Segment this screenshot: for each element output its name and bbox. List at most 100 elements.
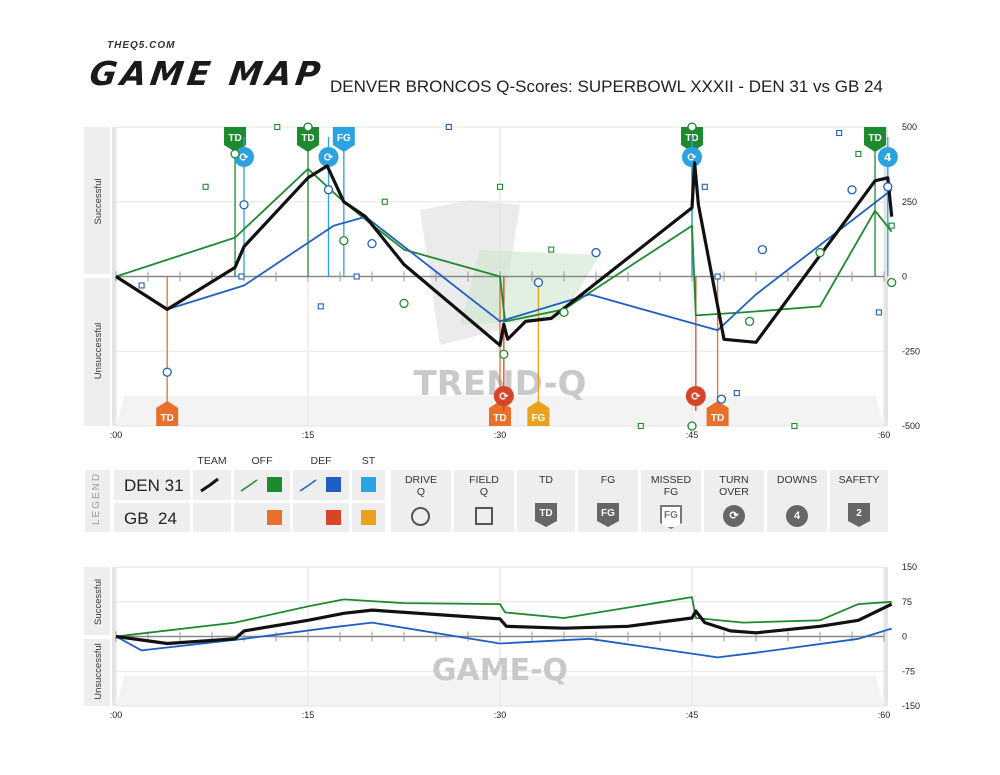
y-tick-label: -500 xyxy=(902,421,920,431)
legend-st-swatch xyxy=(361,477,376,492)
series-line-off xyxy=(115,596,892,638)
y-tick-label: 150 xyxy=(902,562,917,572)
circle-icon xyxy=(411,507,430,526)
series-line-off xyxy=(115,168,893,323)
event-turnover-icon xyxy=(493,386,514,406)
y-tick-label: 500 xyxy=(902,122,917,132)
field-q-marker xyxy=(381,198,388,205)
td-badge-icon: TD xyxy=(535,503,557,527)
chart-panel-1: Successful Unsuccessful 150 75 0 -75 -150:00:1… xyxy=(84,562,920,720)
y-tick-label: 75 xyxy=(902,597,912,607)
legend-team2: GB 24 xyxy=(124,509,177,528)
x-tick-label: :60 xyxy=(878,710,891,720)
x-tick-label: :00 xyxy=(110,710,123,720)
y-tick-label: 0 xyxy=(902,272,907,282)
legend-side-cell xyxy=(85,470,110,532)
legend-fg-label: FG xyxy=(600,474,616,486)
ylabel-bottom-strip xyxy=(84,278,110,426)
drive-q-marker xyxy=(815,247,825,258)
legend-team-cell xyxy=(193,470,231,500)
field-q-marker xyxy=(701,183,708,190)
legend-opp-def-swatch xyxy=(326,510,341,525)
drive-q-marker xyxy=(887,277,897,288)
legend-field-q-cell xyxy=(454,470,514,532)
x-tick-label: :60 xyxy=(878,430,891,440)
drive-q-marker xyxy=(744,316,755,327)
legend-team-header: TEAM xyxy=(197,455,227,467)
event-badge-td-icon xyxy=(706,401,729,426)
legend-team1-cell xyxy=(114,470,190,500)
drive-q-marker xyxy=(883,182,893,192)
ylabel-bottom: Unsuccessful xyxy=(93,643,104,700)
legend-team2-cell xyxy=(114,503,190,532)
safety-badge-icon: 2 xyxy=(848,503,870,527)
event-icon-glyph: 4 xyxy=(884,151,892,164)
chart-panel-0: Successful Unsuccessful 500 250 0 -250 -500 :00… xyxy=(84,122,920,440)
y-tick-label: 250 xyxy=(902,197,917,207)
y-tick-label: 0 xyxy=(902,632,907,642)
watermark: GAME-Q xyxy=(432,653,568,688)
legend-opp-st-swatch xyxy=(361,510,376,525)
series-line-def xyxy=(115,621,892,659)
series-line-team xyxy=(115,602,893,646)
field-q-marker xyxy=(445,123,452,131)
drive-q-marker xyxy=(591,247,601,258)
field-q-marker xyxy=(836,129,843,137)
x-tick-label: :15 xyxy=(302,430,315,440)
field-q-marker xyxy=(548,246,555,253)
event-badge-fg-icon xyxy=(527,401,550,426)
legend-off-swatch xyxy=(267,477,282,492)
event-badge-label: FG xyxy=(337,133,351,144)
field-q-marker xyxy=(888,222,895,229)
drive-q-marker xyxy=(339,235,349,246)
legend-team1: DEN 31 xyxy=(124,476,184,495)
legend-safety-label: SAFETY xyxy=(838,474,880,486)
x-tick-label: :45 xyxy=(686,430,699,440)
field-q-marker xyxy=(637,422,644,430)
event-badge-td-icon xyxy=(224,127,247,152)
missed-fg-badge-icon: FG xyxy=(660,505,682,529)
legend-drive-q-label: DRIVE Q xyxy=(404,474,438,498)
plot-left-wall xyxy=(112,127,116,426)
drive-q-marker xyxy=(716,394,727,404)
y-tick-label: -250 xyxy=(902,346,920,356)
event-badge-label: TD xyxy=(228,133,241,144)
drive-q-marker xyxy=(533,277,544,288)
series-line-team xyxy=(115,161,894,347)
downs-icon: 4 xyxy=(786,505,808,527)
legend-side-label: LEGEND xyxy=(91,471,102,525)
field-q-marker xyxy=(791,422,798,430)
event-badge-label: TD xyxy=(161,413,174,424)
drive-q-marker xyxy=(687,122,697,132)
x-tick-label: :00 xyxy=(110,430,123,440)
event-downs-icon xyxy=(877,147,898,167)
ylabel-bottom: Unsuccessful xyxy=(93,323,104,380)
field-q-marker xyxy=(138,282,145,289)
page-title: DENVER BRONCOS Q-Scores: SUPERBOWL XXXII… xyxy=(330,77,883,96)
event-badge-label: TD xyxy=(711,413,724,424)
drive-q-marker xyxy=(399,298,409,309)
fg-badge-icon: FG xyxy=(597,503,619,527)
event-badge-label: TD xyxy=(493,413,506,424)
field-q-marker xyxy=(875,309,882,316)
event-icon-glyph: ⟳ xyxy=(324,151,334,164)
field-q-marker xyxy=(733,390,740,397)
legend-td-label: TD xyxy=(539,474,553,486)
event-icon-glyph: ⟳ xyxy=(499,390,509,403)
y-tick-label: -150 xyxy=(902,701,920,711)
event-badge-label: TD xyxy=(868,133,881,144)
drive-q-marker xyxy=(499,349,509,359)
legend-off-header: OFF xyxy=(251,455,273,467)
x-tick-label: :30 xyxy=(494,430,507,440)
legend-missed-fg-label: MISSED FG xyxy=(650,474,692,498)
field-q-marker xyxy=(714,273,721,280)
field-q-marker xyxy=(855,150,862,157)
ylabel-top: Successful xyxy=(93,179,104,225)
ylabel-bottom-strip xyxy=(84,639,110,706)
plot-right-wall xyxy=(884,567,888,706)
x-tick-label: :45 xyxy=(686,710,699,720)
series-line-def xyxy=(115,189,893,332)
square-icon xyxy=(475,507,493,525)
field-q-marker xyxy=(317,303,324,310)
